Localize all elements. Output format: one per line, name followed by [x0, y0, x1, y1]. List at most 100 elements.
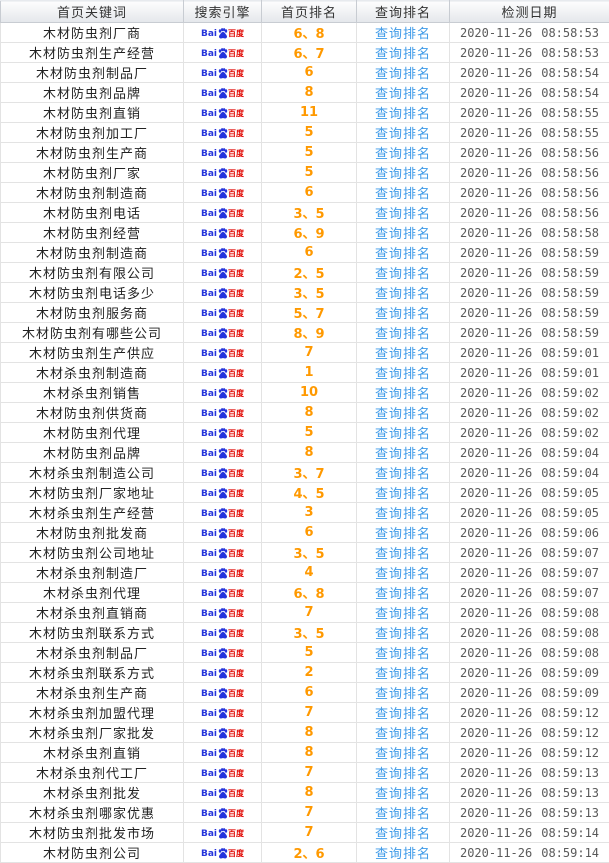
query-rank-link[interactable]: 查询排名 — [375, 27, 431, 42]
query-rank-link[interactable]: 查询排名 — [375, 727, 431, 742]
keyword-cell: 木材防虫剂电话多少 — [1, 283, 184, 303]
table-row: 木材防虫剂电话 Bai 百度 3、5 查询排名 — [1, 203, 609, 223]
rank-cell: 3、5 — [262, 623, 357, 643]
query-rank-link[interactable]: 查询排名 — [375, 667, 431, 682]
query-rank-link[interactable]: 查询排名 — [375, 767, 431, 782]
query-cell: 查询排名 — [357, 603, 450, 623]
query-rank-link[interactable]: 查询排名 — [375, 827, 431, 842]
baidu-logo-icon: Bai 百度 — [201, 588, 244, 599]
query-rank-link[interactable]: 查询排名 — [375, 507, 431, 522]
query-cell: 查询排名 — [357, 23, 450, 43]
query-rank-link[interactable]: 查询排名 — [375, 187, 431, 202]
baidu-logo-bai-text: Bai — [201, 69, 217, 79]
rank-cell: 3、5 — [262, 283, 357, 303]
paw-icon — [218, 188, 228, 199]
query-rank-link[interactable]: 查询排名 — [375, 687, 431, 702]
date-value: 2020-11-26 — [460, 146, 532, 160]
baidu-logo-cn-text: 百度 — [228, 549, 244, 559]
query-cell: 查询排名 — [357, 823, 450, 843]
query-rank-link[interactable]: 查询排名 — [375, 547, 431, 562]
baidu-logo-cn-text: 百度 — [228, 449, 244, 459]
keyword-cell: 木材防虫剂直销 — [1, 103, 184, 123]
query-rank-link[interactable]: 查询排名 — [375, 567, 431, 582]
query-rank-link[interactable]: 查询排名 — [375, 327, 431, 342]
time-value: 08:58:56 — [541, 206, 599, 220]
keyword-cell: 木材杀虫剂生产商 — [1, 683, 184, 703]
baidu-logo-cn-text: 百度 — [228, 689, 244, 699]
paw-icon — [218, 248, 228, 259]
query-rank-link[interactable]: 查询排名 — [375, 127, 431, 142]
engine-cell: Bai 百度 — [184, 603, 262, 623]
table-row: 木材杀虫剂销售 Bai 百度 10 查询排名 2 — [1, 383, 609, 403]
baidu-logo-cn-text: 百度 — [228, 669, 244, 679]
baidu-logo-bai-text: Bai — [201, 409, 217, 419]
query-rank-link[interactable]: 查询排名 — [375, 367, 431, 382]
query-rank-link[interactable]: 查询排名 — [375, 427, 431, 442]
paw-icon — [218, 568, 228, 579]
baidu-logo-bai-text: Bai — [201, 729, 217, 739]
query-rank-link[interactable]: 查询排名 — [375, 207, 431, 222]
paw-icon — [218, 68, 228, 79]
paw-icon — [218, 128, 228, 139]
baidu-logo-bai-text: Bai — [201, 369, 217, 379]
date-value: 2020-11-26 — [460, 66, 532, 80]
baidu-logo-cn-text: 百度 — [228, 349, 244, 359]
query-rank-link[interactable]: 查询排名 — [375, 807, 431, 822]
query-rank-link[interactable]: 查询排名 — [375, 587, 431, 602]
query-rank-link[interactable]: 查询排名 — [375, 747, 431, 762]
baidu-logo-cn-text: 百度 — [228, 589, 244, 599]
query-rank-link[interactable]: 查询排名 — [375, 167, 431, 182]
baidu-logo-icon: Bai 百度 — [201, 448, 244, 459]
query-rank-link[interactable]: 查询排名 — [375, 107, 431, 122]
date-value: 2020-11-26 — [460, 566, 532, 580]
paw-icon — [218, 88, 228, 99]
query-rank-link[interactable]: 查询排名 — [375, 347, 431, 362]
query-rank-link[interactable]: 查询排名 — [375, 447, 431, 462]
query-rank-link[interactable]: 查询排名 — [375, 67, 431, 82]
baidu-logo-bai-text: Bai — [201, 89, 217, 99]
table-row: 木材防虫剂有限公司 Bai 百度 2、5 查询排名 — [1, 263, 609, 283]
query-rank-link[interactable]: 查询排名 — [375, 787, 431, 802]
query-rank-link[interactable]: 查询排名 — [375, 607, 431, 622]
query-rank-link[interactable]: 查询排名 — [375, 247, 431, 262]
engine-cell: Bai 百度 — [184, 323, 262, 343]
query-rank-link[interactable]: 查询排名 — [375, 647, 431, 662]
keyword-cell: 木材防虫剂公司 — [1, 843, 184, 863]
engine-cell: Bai 百度 — [184, 663, 262, 683]
baidu-logo-icon: Bai 百度 — [201, 48, 244, 59]
table-row: 木材杀虫剂批发 Bai 百度 8 查询排名 20 — [1, 783, 609, 803]
query-rank-link[interactable]: 查询排名 — [375, 847, 431, 862]
query-rank-link[interactable]: 查询排名 — [375, 287, 431, 302]
query-rank-link[interactable]: 查询排名 — [375, 267, 431, 282]
paw-icon — [218, 48, 228, 59]
engine-cell: Bai 百度 — [184, 583, 262, 603]
engine-cell: Bai 百度 — [184, 303, 262, 323]
baidu-logo-cn-text: 百度 — [228, 189, 244, 199]
engine-cell: Bai 百度 — [184, 543, 262, 563]
paw-icon — [218, 808, 228, 819]
query-rank-link[interactable]: 查询排名 — [375, 227, 431, 242]
time-value: 08:59:02 — [541, 386, 599, 400]
query-rank-link[interactable]: 查询排名 — [375, 147, 431, 162]
query-rank-link[interactable]: 查询排名 — [375, 527, 431, 542]
query-rank-link[interactable]: 查询排名 — [375, 47, 431, 62]
keyword-cell: 木材杀虫剂制造厂 — [1, 563, 184, 583]
query-rank-link[interactable]: 查询排名 — [375, 487, 431, 502]
keyword-cell: 木材杀虫剂直销 — [1, 743, 184, 763]
query-rank-link[interactable]: 查询排名 — [375, 467, 431, 482]
query-rank-link[interactable]: 查询排名 — [375, 407, 431, 422]
query-rank-link[interactable]: 查询排名 — [375, 707, 431, 722]
query-cell: 查询排名 — [357, 803, 450, 823]
query-rank-link[interactable]: 查询排名 — [375, 387, 431, 402]
time-value: 08:58:59 — [541, 306, 599, 320]
query-rank-link[interactable]: 查询排名 — [375, 307, 431, 322]
baidu-logo-bai-text: Bai — [201, 569, 217, 579]
query-cell: 查询排名 — [357, 583, 450, 603]
engine-cell: Bai 百度 — [184, 803, 262, 823]
query-rank-link[interactable]: 查询排名 — [375, 627, 431, 642]
query-rank-link[interactable]: 查询排名 — [375, 87, 431, 102]
